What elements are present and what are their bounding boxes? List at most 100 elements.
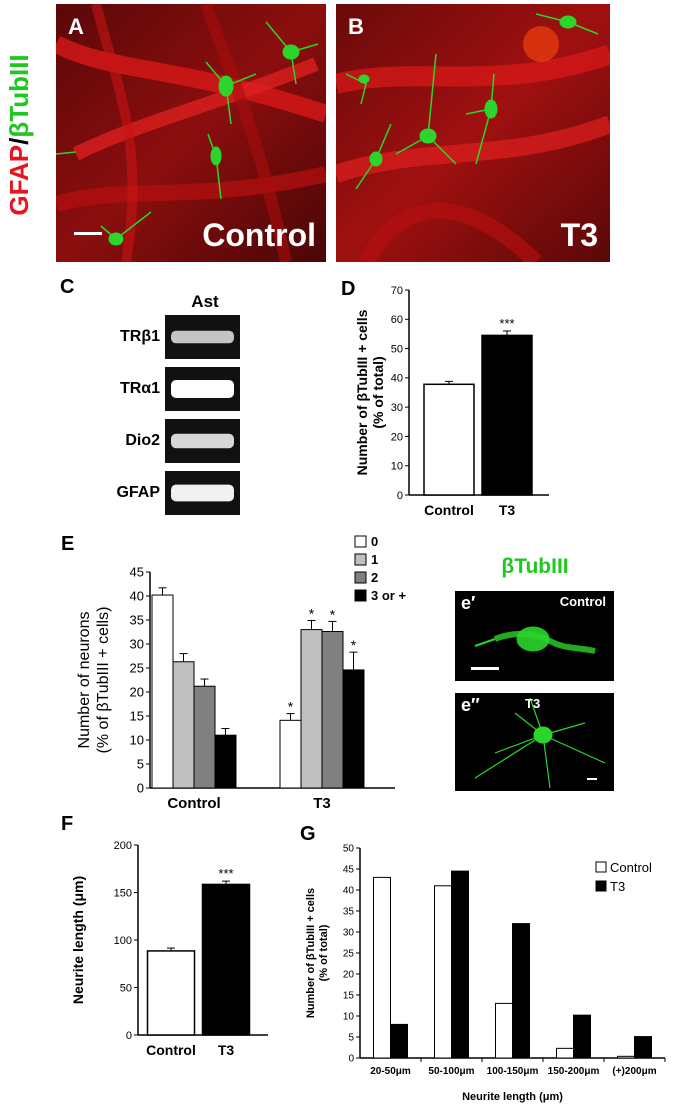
bar-control (423, 383, 475, 496)
y-tick-label-4: 40 (391, 373, 403, 385)
gel-band-0 (171, 330, 234, 344)
legend-label-2: 2 (371, 570, 378, 585)
legend-label-3: 3 or + (371, 588, 406, 603)
x-tick-label-0: Control (167, 795, 220, 810)
y-axis-label: Number of βTubIII + cells(% of total) (305, 888, 330, 1018)
bar-t3 (481, 334, 533, 496)
x-tick-label-1: T3 (218, 1042, 235, 1058)
bar-t3-3 (342, 669, 365, 789)
x-tick-label-4: (+)200μm (612, 1066, 656, 1077)
y-axis-label-line-1: (% of total) (370, 356, 386, 428)
inset-e-prime-letter: e′ (461, 593, 476, 613)
inset-e-double-prime-letter: e′′ (461, 695, 480, 715)
significance-label: * (351, 637, 357, 653)
y-tick-label-7: 35 (130, 613, 144, 628)
bar-4-t3 (634, 1036, 652, 1059)
legend-swatch-2 (354, 571, 367, 584)
inset-e-prime-image (471, 626, 596, 670)
bar-0-t3 (390, 1023, 408, 1059)
bar-t3 (201, 883, 251, 1036)
bar-3-t3 (573, 1014, 591, 1059)
significance-label: * (330, 606, 336, 622)
panel-g-letter: G (300, 823, 316, 845)
gel-band-3 (171, 484, 234, 502)
x-tick-label-0: Control (424, 502, 474, 518)
legend-swatch-1 (595, 880, 607, 892)
panel-b-condition: T3 (560, 217, 598, 253)
panel-f-letter: F (61, 813, 73, 835)
x-tick-label-0: 20-50μm (370, 1066, 411, 1077)
y-tick-label-10: 50 (343, 844, 355, 855)
inset-e-prime-condition: Control (559, 594, 606, 609)
y-tick-label-9: 45 (343, 865, 355, 876)
x-axis-label: Neurite length (μm) (462, 1091, 563, 1103)
bar-control-2 (193, 685, 216, 789)
bar-control (146, 950, 196, 1036)
side-label: GFAP/βTubIII (4, 54, 34, 215)
chart-g: G 0 5 10 15 20 25 30 35 40 45 50 20-50μm 50-100μm 100-… (300, 823, 666, 1103)
x-tick-label-1: T3 (313, 795, 331, 810)
y-tick-label-4: 200 (114, 840, 132, 852)
y-tick-label-0: 0 (397, 490, 403, 502)
chart-d: D 0 10 20 30 40 50 60 70 Control *** T3 Number of βT… (341, 278, 549, 518)
y-tick-label-3: 15 (130, 709, 144, 724)
legend-label-1: 1 (371, 552, 378, 567)
chart-f: F 0 50 100 150 200 Control *** T3 Neurite length … (61, 813, 268, 1058)
y-axis-label: Number of βTubIII + cells(% of total) (354, 309, 386, 475)
x-tick-label-3: 150-200μm (548, 1066, 600, 1077)
y-tick-label-5: 50 (391, 343, 403, 355)
y-tick-label-1: 10 (391, 461, 403, 473)
bar-control-3 (214, 734, 237, 789)
panel-c: C Ast TRβ1 TRα1 Dio2 GFAP (60, 276, 240, 515)
y-axis-label-line-0: Number of βTubIII + cells (305, 888, 317, 1018)
inset-e-prime: e′ Control (455, 591, 614, 681)
bar-2-t3 (512, 923, 530, 1059)
significance-label: * (288, 699, 294, 715)
bar-t3-0 (279, 719, 302, 789)
bar-2-control (495, 1002, 513, 1059)
y-axis-label-line-1: (% of total) (318, 924, 330, 981)
legend-swatch-1 (354, 553, 367, 566)
bar-3-control (556, 1047, 574, 1059)
y-tick-label-0: 0 (126, 1030, 132, 1042)
y-tick-label-2: 20 (391, 431, 403, 443)
side-label-text: GFAP/βTubIII (4, 54, 34, 215)
legend-swatch-0 (595, 861, 607, 873)
inset-e-double-prime-image (474, 697, 606, 789)
y-tick-label-1: 5 (137, 757, 144, 772)
x-tick-label-2: 100-150μm (487, 1066, 539, 1077)
y-tick-label-4: 20 (343, 970, 355, 981)
panel-e-letter: E (61, 533, 74, 555)
significance-label: *** (499, 316, 514, 331)
y-tick-label-8: 40 (343, 886, 355, 897)
micrograph-a: A Control (56, 4, 326, 262)
gfap-label: GFAP (4, 145, 34, 216)
bar-t3-1 (300, 629, 323, 789)
y-tick-label-2: 100 (114, 935, 132, 947)
y-axis-label-line-0: Number of βTubIII + cells (354, 309, 370, 475)
x-tick-label-1: T3 (499, 502, 516, 518)
y-tick-label-3: 15 (343, 991, 355, 1002)
e-insets-title: βTubIII (501, 555, 569, 578)
slash-label: / (4, 138, 34, 145)
micrograph-b: B T3 (336, 4, 610, 262)
legend-label-0: 0 (371, 534, 378, 549)
micrograph-b-image (336, 4, 610, 262)
panel-d-letter: D (341, 278, 355, 300)
bar-1-t3 (451, 870, 469, 1059)
significance-label: *** (218, 866, 233, 881)
y-axis-label-line-1: (% of βTubIII + cells) (95, 607, 112, 754)
y-tick-label-2: 10 (130, 733, 144, 748)
y-tick-label-5: 25 (130, 661, 144, 676)
bar-4-control (617, 1055, 635, 1059)
inset-e-double-prime-condition: T3 (525, 696, 541, 711)
y-tick-label-1: 50 (120, 982, 132, 994)
y-tick-label-6: 60 (391, 314, 403, 326)
y-tick-label-8: 40 (130, 589, 144, 604)
y-tick-label-6: 30 (130, 637, 144, 652)
y-tick-label-1: 5 (348, 1033, 354, 1044)
gel-band-group: TRβ1 TRα1 Dio2 GFAP (116, 315, 240, 515)
panel-b-letter: B (348, 14, 364, 39)
y-axis-label: Number of neurons (% of βTubIII + cells) (76, 607, 112, 754)
y-tick-label-3: 30 (391, 402, 403, 414)
